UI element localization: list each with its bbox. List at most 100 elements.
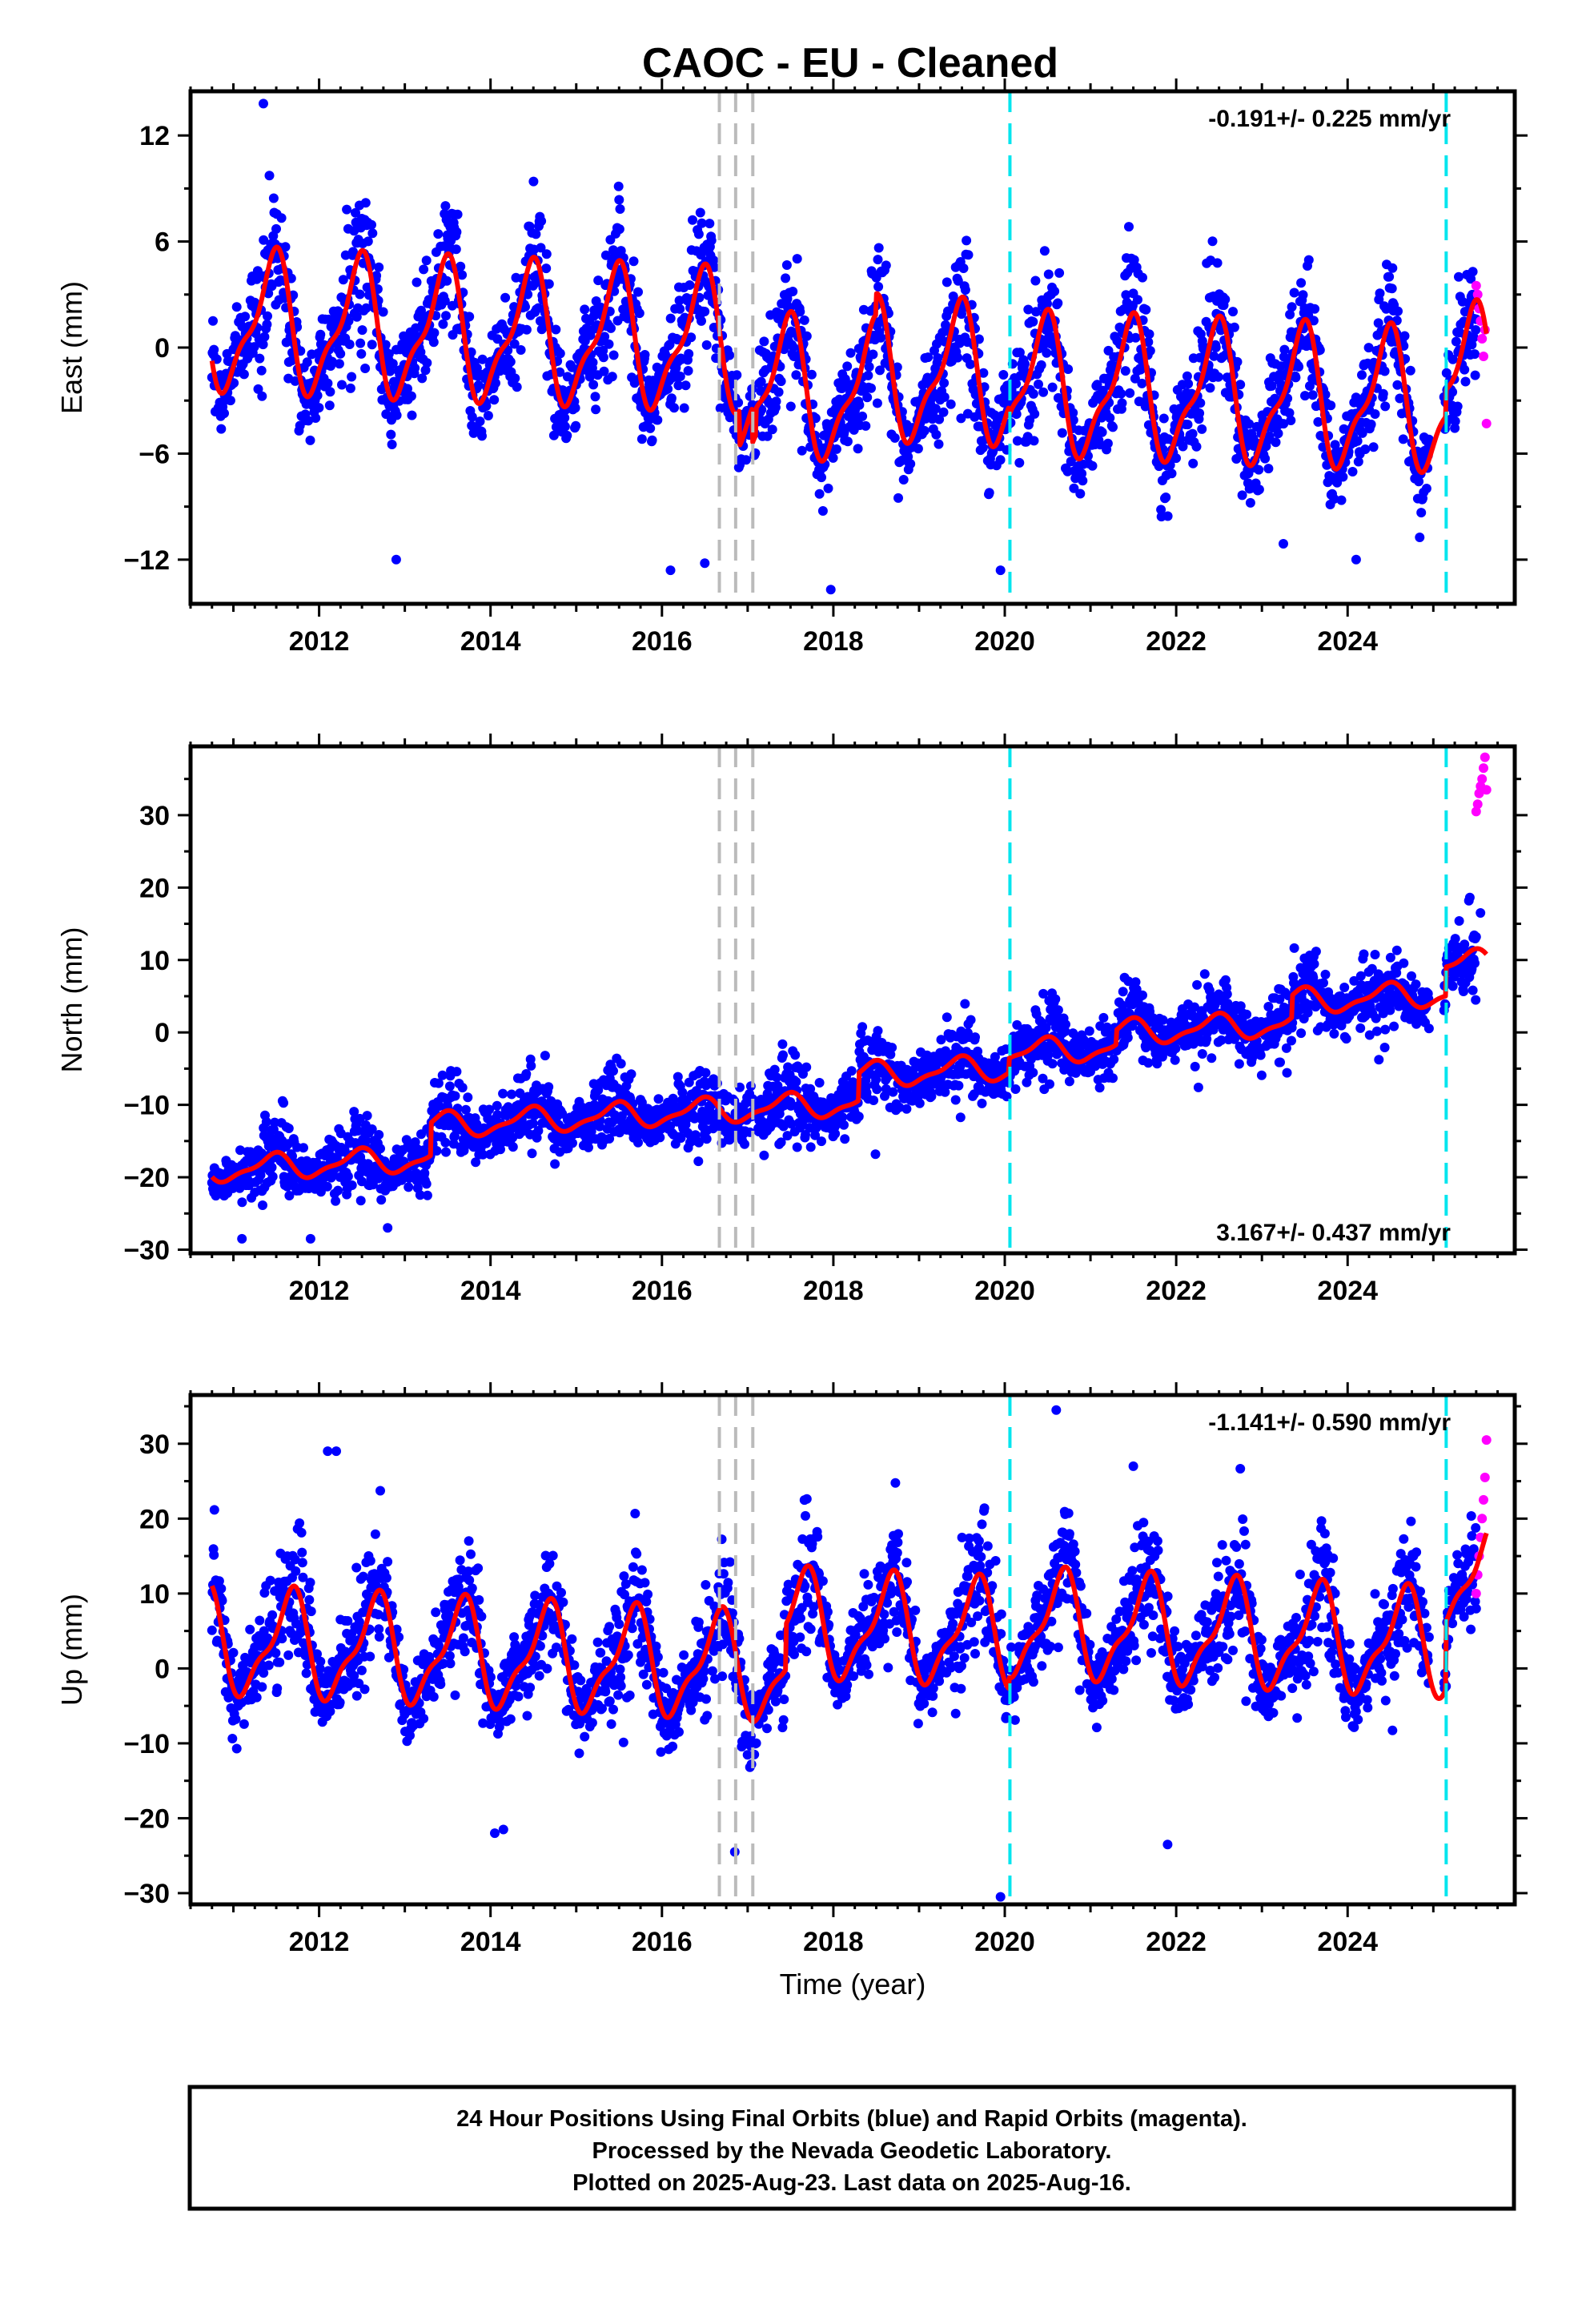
data-point	[512, 382, 522, 392]
data-point	[1102, 438, 1113, 448]
data-point	[1145, 346, 1155, 356]
data-point	[857, 411, 868, 421]
data-point	[817, 506, 828, 516]
data-point	[978, 443, 988, 453]
data-point	[1030, 408, 1040, 419]
data-point	[781, 273, 791, 283]
data-point	[614, 224, 624, 235]
data-point	[873, 255, 883, 265]
data-point	[338, 275, 348, 285]
data-point	[759, 1150, 769, 1160]
data-point	[1351, 554, 1361, 565]
data-point	[555, 348, 565, 359]
data-point	[805, 1142, 816, 1152]
data-point	[645, 423, 656, 433]
data-point	[239, 369, 249, 380]
x-tick-label: 2022	[1146, 626, 1207, 657]
data-point	[955, 1112, 966, 1123]
y-tick-label: 0	[155, 333, 170, 364]
data-point	[905, 459, 916, 469]
data-point	[1075, 489, 1086, 499]
data-point	[363, 236, 373, 247]
chart-title: CAOC - EU - Cleaned	[642, 40, 1058, 86]
data-point	[1053, 298, 1063, 308]
data-point	[540, 1051, 550, 1061]
data-point	[1109, 1054, 1119, 1064]
data-point	[881, 260, 891, 271]
data-point	[1029, 436, 1039, 446]
data-point	[1130, 332, 1141, 343]
data-point	[653, 1094, 664, 1104]
data-point	[1047, 382, 1058, 392]
data-point	[231, 302, 242, 312]
data-point	[1352, 436, 1363, 446]
data-point	[489, 395, 500, 405]
data-point	[1036, 360, 1046, 370]
data-point	[1235, 380, 1246, 390]
data-point	[1138, 990, 1147, 1000]
data-point	[778, 1050, 788, 1060]
data-point	[1263, 464, 1274, 474]
data-point	[861, 420, 871, 431]
data-point	[520, 302, 530, 312]
data-point	[391, 410, 402, 420]
data-point	[257, 391, 267, 401]
rapid-data-point	[1479, 352, 1488, 361]
data-point	[797, 445, 807, 456]
data-point	[483, 411, 493, 420]
y-tick-label: 6	[155, 227, 170, 258]
data-point	[939, 392, 950, 402]
data-point	[1188, 458, 1199, 468]
data-point	[1213, 372, 1223, 382]
data-point	[1094, 1083, 1105, 1093]
data-point	[475, 416, 485, 427]
data-point	[1468, 267, 1478, 277]
data-point	[264, 171, 275, 181]
data-point	[1042, 299, 1052, 309]
data-point	[1263, 1002, 1274, 1011]
data-point	[1097, 427, 1107, 437]
data-point	[355, 289, 365, 300]
data-point	[452, 209, 463, 219]
data-point	[305, 435, 315, 445]
data-point	[640, 350, 650, 360]
data-point	[376, 1195, 387, 1205]
data-point	[709, 262, 720, 272]
data-point	[854, 400, 865, 410]
data-point	[700, 307, 710, 316]
data-point	[934, 414, 945, 424]
data-point	[1087, 460, 1098, 471]
data-point	[1199, 969, 1210, 979]
data-point	[598, 352, 608, 363]
data-point	[604, 339, 614, 349]
data-point	[1205, 383, 1215, 393]
data-point	[467, 412, 477, 422]
data-point	[584, 1142, 593, 1152]
data-point	[665, 565, 676, 576]
data-point	[942, 277, 952, 287]
y-tick-label: 12	[139, 121, 170, 151]
data-point	[756, 376, 766, 387]
data-point	[302, 357, 312, 368]
data-point	[1130, 373, 1140, 384]
data-point	[337, 380, 347, 390]
data-point	[839, 1120, 849, 1130]
data-point	[668, 1093, 678, 1104]
data-point	[1207, 1053, 1217, 1063]
data-point	[323, 378, 333, 388]
data-point	[864, 362, 874, 372]
data-point	[1053, 1005, 1063, 1015]
data-point	[1416, 508, 1427, 518]
data-point	[814, 1078, 825, 1088]
data-point	[593, 275, 604, 286]
data-point	[508, 1142, 518, 1152]
data-point	[1064, 1076, 1074, 1087]
data-point	[225, 396, 235, 406]
data-point	[444, 1081, 455, 1092]
data-point	[790, 1050, 801, 1060]
data-point	[259, 235, 269, 245]
data-point	[1366, 419, 1376, 429]
data-point	[614, 195, 624, 205]
data-point	[1242, 1009, 1252, 1019]
data-point	[404, 1182, 414, 1192]
